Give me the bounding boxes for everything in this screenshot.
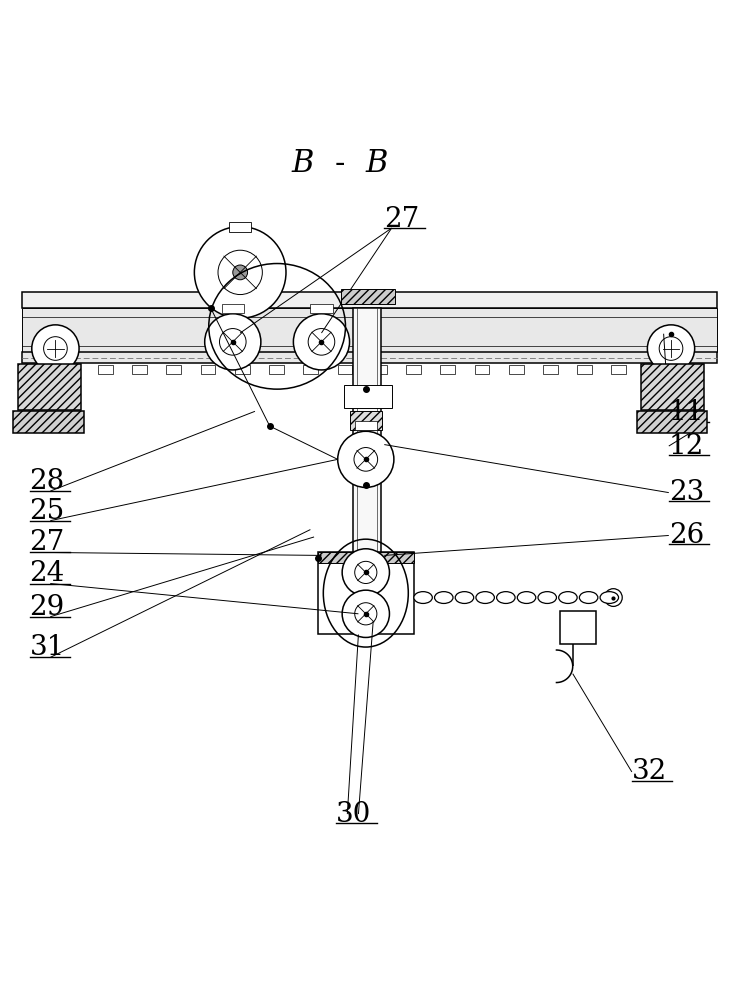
Bar	[474, 365, 489, 374]
Text: 26: 26	[669, 522, 704, 549]
Circle shape	[44, 337, 67, 360]
Ellipse shape	[538, 592, 556, 603]
Circle shape	[219, 329, 246, 355]
Bar	[222, 304, 244, 313]
Circle shape	[218, 250, 262, 295]
Bar	[641, 364, 704, 410]
Ellipse shape	[435, 592, 453, 603]
Text: -: -	[335, 148, 345, 179]
Bar	[22, 352, 717, 363]
Ellipse shape	[600, 592, 619, 603]
Bar	[18, 364, 81, 410]
Ellipse shape	[455, 592, 474, 603]
Bar	[22, 308, 717, 352]
Bar	[577, 365, 592, 374]
Bar	[229, 222, 251, 232]
Text: 11: 11	[669, 399, 704, 426]
Bar	[235, 365, 250, 374]
Ellipse shape	[476, 592, 494, 603]
Circle shape	[205, 314, 261, 370]
Bar	[680, 365, 695, 374]
Bar	[338, 365, 353, 374]
Circle shape	[647, 325, 695, 372]
Bar	[30, 365, 44, 374]
Text: 29: 29	[30, 594, 65, 621]
Text: 24: 24	[30, 560, 65, 587]
Bar	[201, 365, 216, 374]
Circle shape	[293, 314, 350, 370]
Circle shape	[308, 329, 335, 355]
Bar	[64, 365, 78, 374]
Bar	[22, 292, 717, 308]
Bar	[310, 304, 333, 313]
Bar	[344, 385, 392, 408]
Circle shape	[342, 549, 389, 596]
Bar	[318, 552, 414, 563]
Text: 32: 32	[632, 758, 667, 785]
Bar	[440, 365, 455, 374]
Text: B: B	[366, 148, 388, 179]
Bar	[98, 365, 113, 374]
Bar	[350, 411, 382, 430]
Bar	[353, 308, 381, 585]
Circle shape	[605, 589, 622, 606]
Bar	[508, 365, 523, 374]
Circle shape	[32, 325, 79, 372]
Ellipse shape	[497, 592, 515, 603]
Text: 25: 25	[30, 498, 65, 525]
Circle shape	[233, 265, 248, 280]
Bar	[13, 411, 84, 433]
Ellipse shape	[559, 592, 577, 603]
Circle shape	[355, 603, 377, 625]
Text: 31: 31	[30, 634, 65, 661]
Bar	[646, 365, 661, 374]
Bar	[406, 365, 420, 374]
Ellipse shape	[414, 592, 432, 603]
Circle shape	[354, 448, 378, 471]
Ellipse shape	[579, 592, 598, 603]
Text: 12: 12	[669, 433, 704, 460]
Circle shape	[355, 561, 377, 584]
Circle shape	[194, 227, 286, 318]
Bar	[132, 365, 147, 374]
Text: 27: 27	[384, 206, 420, 233]
Circle shape	[342, 590, 389, 637]
Bar	[637, 411, 707, 433]
Bar	[269, 365, 284, 374]
Circle shape	[659, 337, 683, 360]
Bar	[166, 365, 181, 374]
Text: 23: 23	[669, 479, 704, 506]
Text: B: B	[292, 148, 314, 179]
Bar	[560, 611, 596, 644]
Ellipse shape	[517, 592, 536, 603]
Bar	[304, 365, 319, 374]
Bar	[355, 421, 377, 430]
Bar	[341, 289, 395, 304]
Text: 30: 30	[336, 801, 372, 828]
Bar	[543, 365, 558, 374]
Bar	[372, 365, 386, 374]
Bar	[318, 552, 414, 634]
Text: 28: 28	[30, 468, 65, 495]
Circle shape	[338, 431, 394, 487]
Bar	[611, 365, 626, 374]
Text: 27: 27	[30, 529, 65, 556]
